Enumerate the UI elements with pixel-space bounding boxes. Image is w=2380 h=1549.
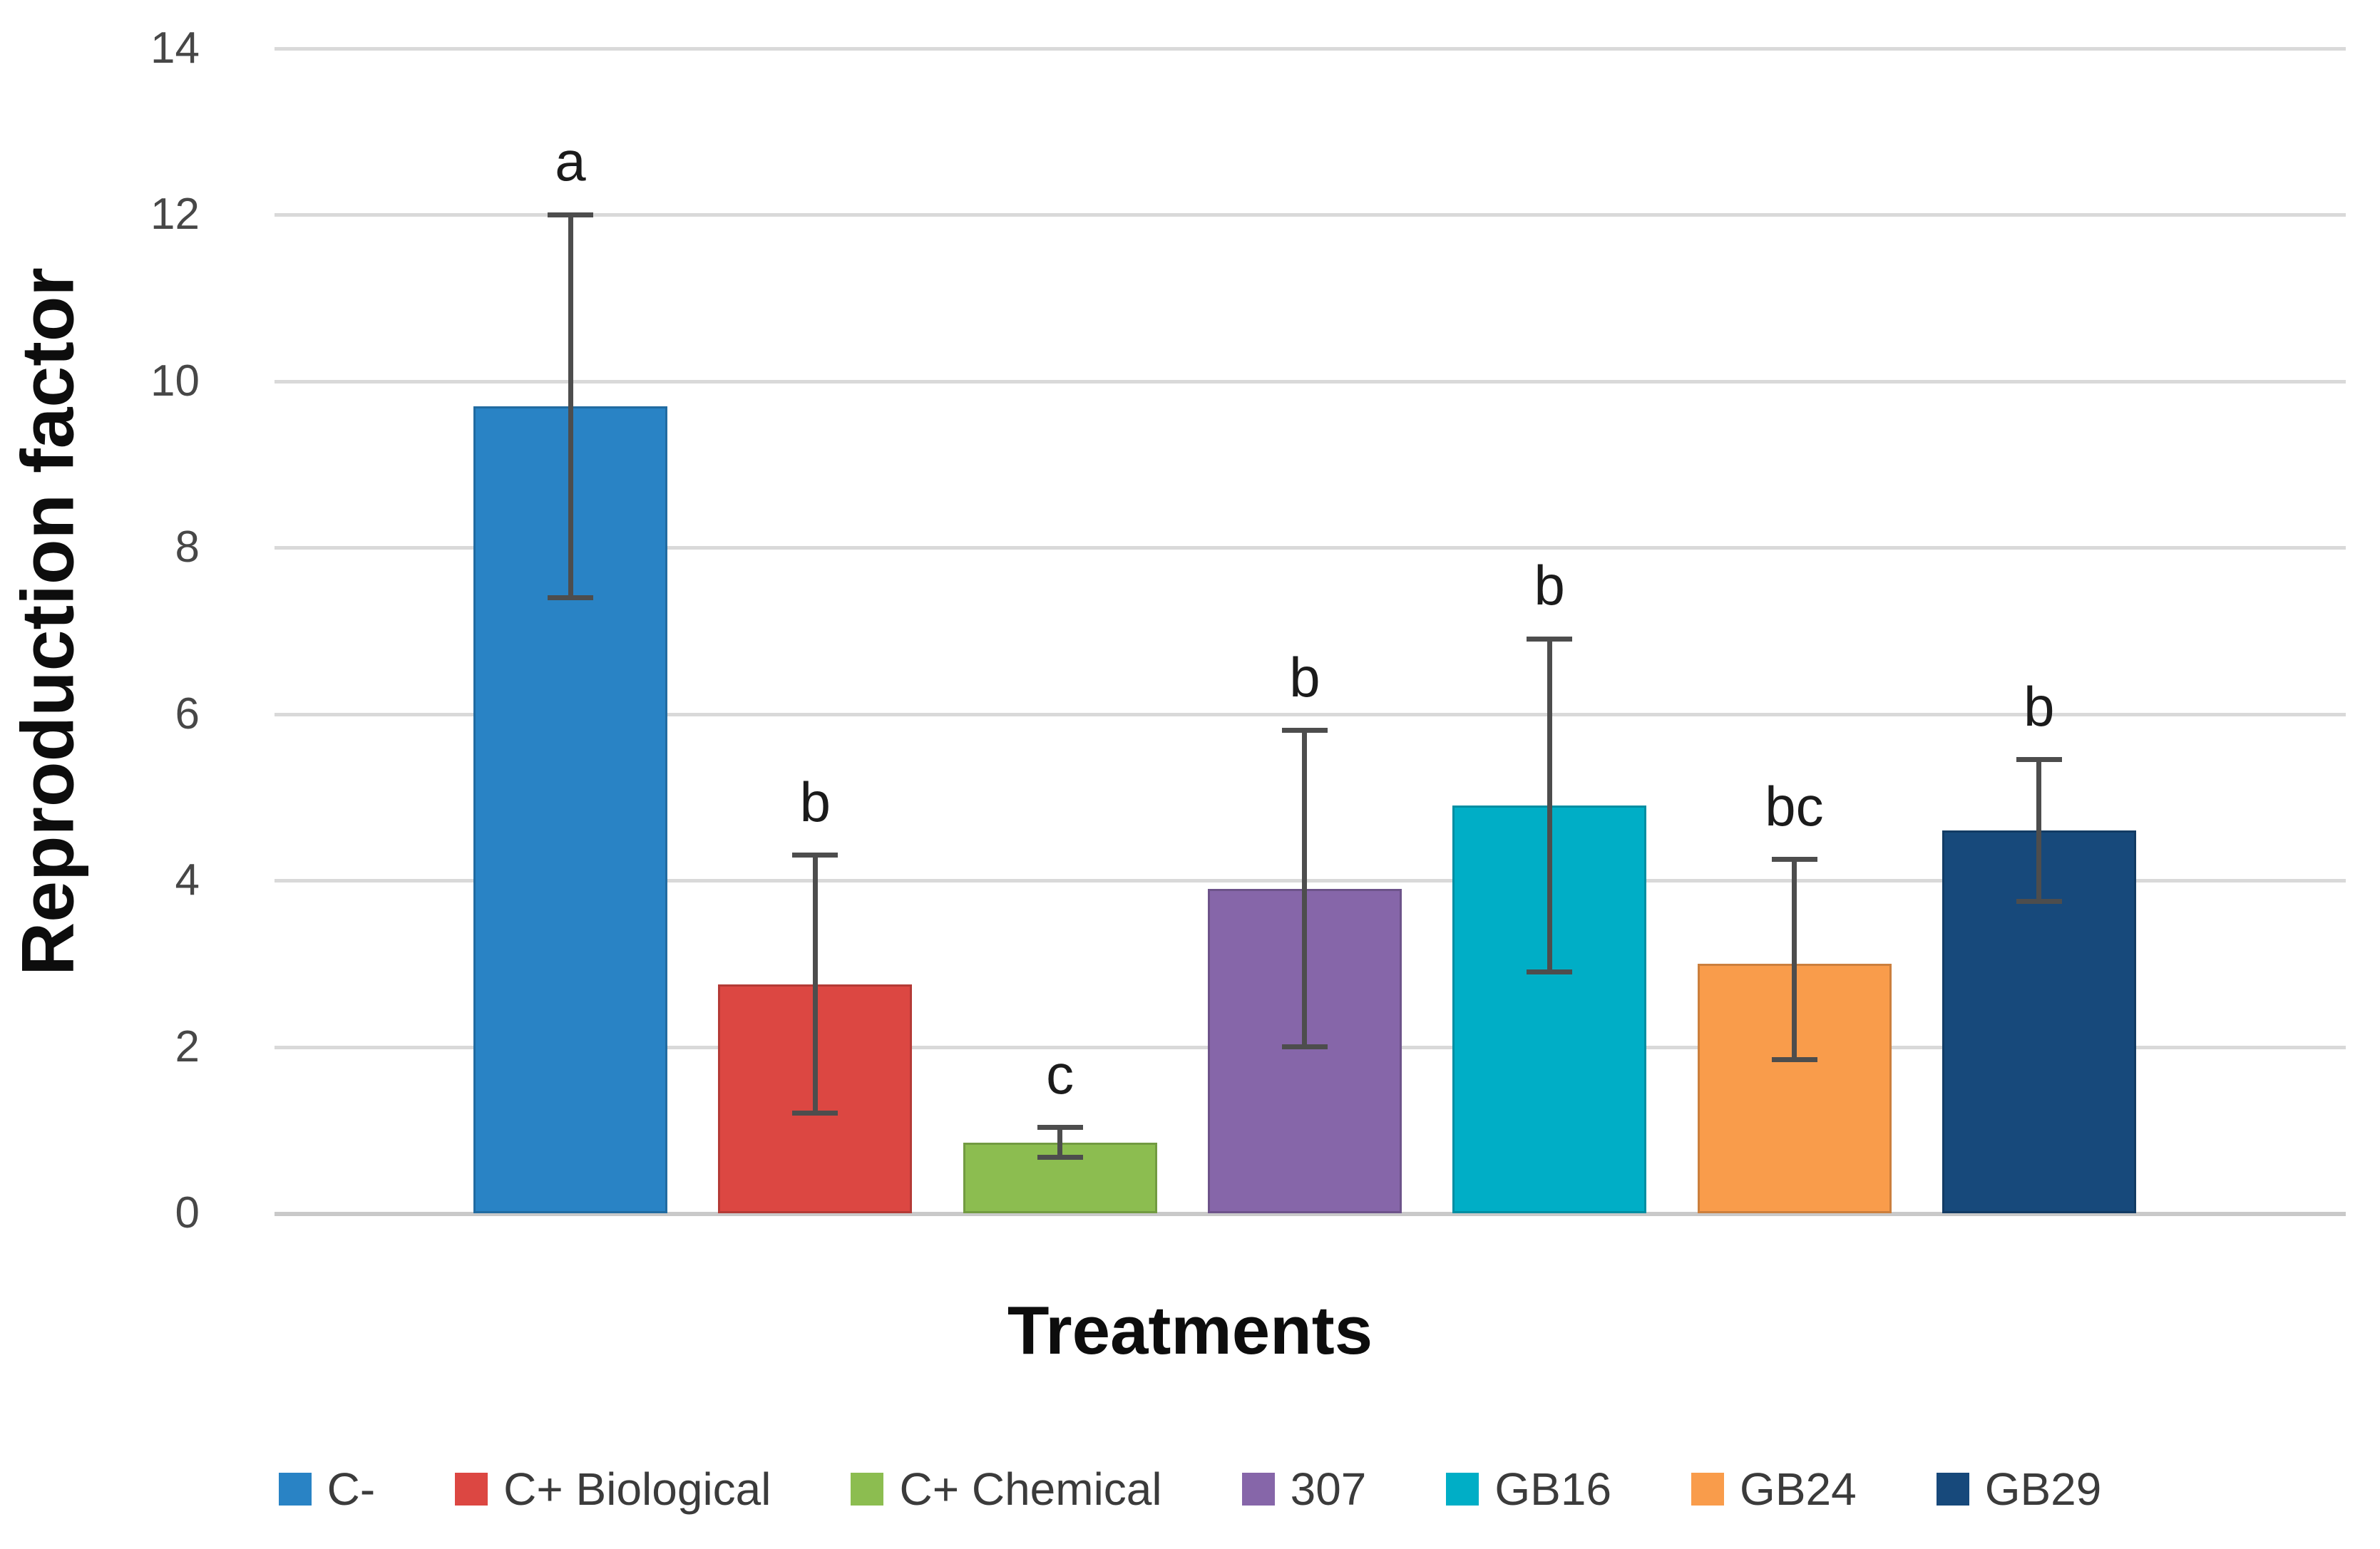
legend-item: 307 [1241,1463,1367,1515]
y-tick-label: 4 [175,855,200,905]
legend-label: 307 [1290,1463,1367,1515]
y-tick-label: 8 [175,523,200,572]
error-bar-cap-bottom [1527,969,1573,974]
error-bar-cap-bottom [1037,1155,1083,1161]
error-bar [812,855,818,1113]
legend-item: GB24 [1691,1463,1857,1515]
legend-label: C+ Biological [503,1463,771,1515]
error-bar-cap-top [1037,1125,1083,1131]
legend-swatch-icon [851,1473,884,1506]
legend-item: GB29 [1936,1463,2102,1515]
error-bar-cap-top [1771,857,1817,863]
significance-letter: b [2023,674,2055,738]
legend-item: C+ Chemical [851,1463,1162,1515]
error-bar [568,215,573,598]
error-bar [2036,759,2042,902]
gridline [275,546,2346,550]
legend-swatch-icon [1446,1473,1479,1506]
gridline [275,213,2346,217]
gridline [275,879,2346,882]
gridline [275,379,2346,384]
legend-label: GB16 [1494,1463,1612,1515]
y-tick-label: 6 [175,689,200,739]
legend-label: GB24 [1740,1463,1857,1515]
y-tick-label: 14 [150,23,200,73]
y-tick-label: 2 [175,1021,200,1071]
error-bar-cap-bottom [2016,898,2062,904]
error-bar [1302,730,1308,1047]
error-bar [1792,859,1797,1059]
significance-letter: a [555,130,586,192]
error-bar-cap-bottom [1771,1056,1817,1062]
legend-swatch-icon [1241,1473,1275,1506]
legend-item: GB16 [1446,1463,1611,1515]
y-tick-label: 0 [175,1188,200,1237]
error-bar [1547,639,1552,972]
legend-swatch-icon [455,1473,488,1506]
y-tick-label: 10 [150,356,200,406]
legend-item: C+ Biological [455,1463,771,1515]
significance-letter: bc [1765,774,1824,838]
legend-swatch-icon [278,1473,312,1506]
gridline [275,712,2346,716]
legend: C- C+ Biological C+ Chemical 307 GB16 GB24 GB2… [0,1463,2380,1515]
significance-letter: b [1534,554,1565,617]
legend-item: C- [278,1463,376,1515]
error-bar-cap-top [2016,757,2062,763]
x-axis-baseline [275,1212,2346,1216]
error-bar-cap-top [548,212,593,217]
significance-letter: b [1289,645,1320,709]
gridline [275,46,2346,51]
plot-area: 0 2 4 6 8 10 12 14 a b c b b bc b [150,24,2346,1237]
legend-label: GB29 [1984,1463,2102,1515]
legend-swatch-icon [1691,1473,1725,1506]
significance-letter: c [1046,1042,1074,1106]
error-bar-cap-bottom [1281,1044,1328,1049]
y-tick-label: 12 [150,190,200,239]
error-bar [1057,1127,1063,1158]
error-bar-cap-top [1527,636,1573,642]
error-bar-cap-top [1281,728,1328,734]
significance-letter: b [799,770,831,833]
error-bar-cap-bottom [792,1111,838,1116]
legend-label: C- [327,1463,376,1515]
x-axis-title: Treatments [1007,1292,1373,1369]
legend-swatch-icon [1936,1473,1969,1506]
error-bar-cap-bottom [548,595,593,600]
legend-label: C+ Chemical [899,1463,1162,1515]
error-bar-cap-top [792,853,838,858]
